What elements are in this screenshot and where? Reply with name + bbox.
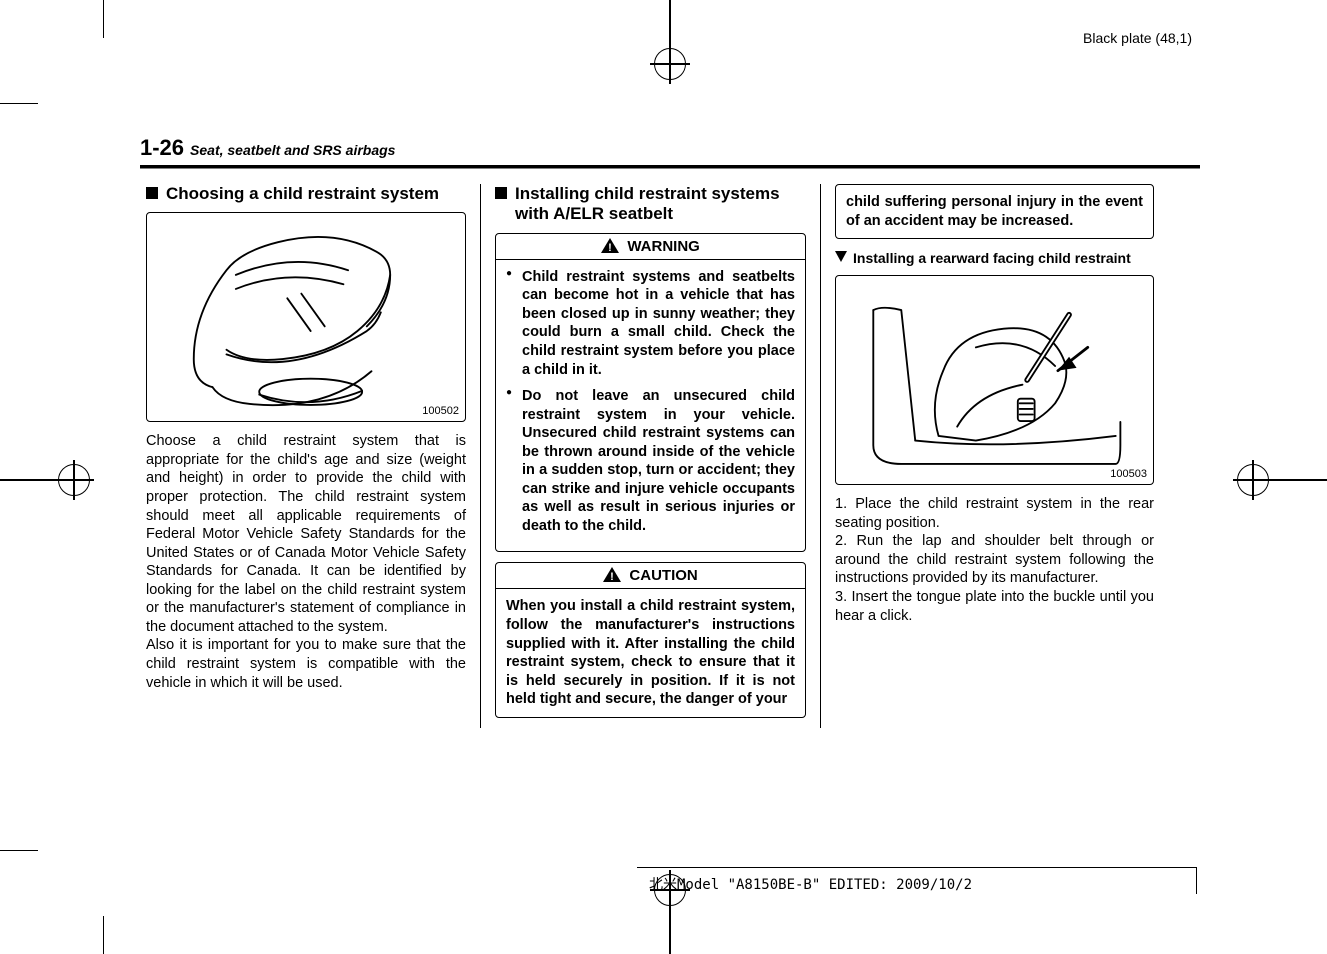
step-text: 2. Run the lap and shoulder belt through… [835, 532, 1154, 588]
square-bullet-icon [495, 187, 507, 199]
column-3: child suffering personal injury in the e… [820, 184, 1160, 728]
heading-text: Choosing a child restraint system [166, 184, 439, 203]
caution-title: ! CAUTION [496, 563, 805, 589]
heading-choosing: Choosing a child restraint system [146, 184, 466, 204]
warning-triangle-icon: ! [601, 238, 619, 253]
section-title: Seat, seatbelt and SRS airbags [190, 142, 395, 158]
warning-box: ! WARNING Child restraint systems and se… [495, 233, 806, 553]
warning-item: Do not leave an unsecured child restrain… [506, 387, 795, 535]
crop-mark [103, 916, 104, 954]
warning-triangle-icon: ! [603, 567, 621, 582]
heading-text: Installing child restraint systems with … [515, 184, 780, 223]
warning-label: WARNING [627, 238, 700, 255]
columns: Choosing a child restraint system [140, 184, 1200, 728]
subheading-text: Installing a rearward facing child restr… [853, 250, 1131, 266]
warning-title: ! WARNING [496, 234, 805, 260]
registration-mark-right [1227, 460, 1327, 500]
caution-continued-text: child suffering personal injury in the e… [846, 193, 1143, 230]
crop-mark [103, 0, 104, 38]
footer-model-info: 北米Model "A8150BE-B" EDITED: 2009/10/2 [637, 867, 1197, 894]
child-seat-icon [147, 213, 465, 421]
svg-text:!: ! [610, 571, 614, 582]
warning-item: Child restraint systems and seatbelts ca… [506, 268, 795, 379]
rearward-install-icon [836, 276, 1153, 484]
figure-rearward-install: 100503 [835, 275, 1154, 485]
step-text: 1. Place the child restraint system in t… [835, 495, 1154, 532]
crop-mark [0, 850, 38, 851]
caution-label: CAUTION [629, 567, 697, 584]
square-bullet-icon [146, 187, 158, 199]
crop-mark [0, 103, 38, 104]
caution-text: When you install a child restraint syste… [506, 597, 795, 708]
page-number: 1-26 [140, 135, 184, 161]
column-1: Choosing a child restraint system [140, 184, 480, 728]
svg-text:!: ! [608, 242, 612, 253]
subheading-rearward: Installing a rearward facing child restr… [835, 249, 1154, 267]
figure-number: 100503 [1110, 468, 1147, 480]
registration-mark-top [650, 0, 690, 90]
step-text: 3. Insert the tongue plate into the buck… [835, 588, 1154, 625]
body-paragraph: Also it is important for you to make sur… [146, 636, 466, 692]
figure-number: 100502 [422, 405, 459, 417]
caution-box-continued: child suffering personal injury in the e… [835, 184, 1154, 239]
page-content: 1-26 Seat, seatbelt and SRS airbags Choo… [140, 135, 1200, 775]
manual-page: Black plate (48,1) 1-26 Seat, seatbelt a… [0, 0, 1327, 954]
body-paragraph: Choose a child restraint system that is … [146, 432, 466, 636]
heading-installing: Installing child restraint systems with … [495, 184, 806, 225]
header-rule [140, 165, 1200, 168]
triangle-bullet-icon [835, 251, 847, 262]
column-2: Installing child restraint systems with … [480, 184, 820, 728]
black-plate-label: Black plate (48,1) [1083, 30, 1192, 46]
page-header: 1-26 Seat, seatbelt and SRS airbags [140, 135, 1200, 161]
registration-mark-left [0, 460, 100, 500]
figure-child-seat: 100502 [146, 212, 466, 422]
caution-box: ! CAUTION When you install a child restr… [495, 562, 806, 717]
